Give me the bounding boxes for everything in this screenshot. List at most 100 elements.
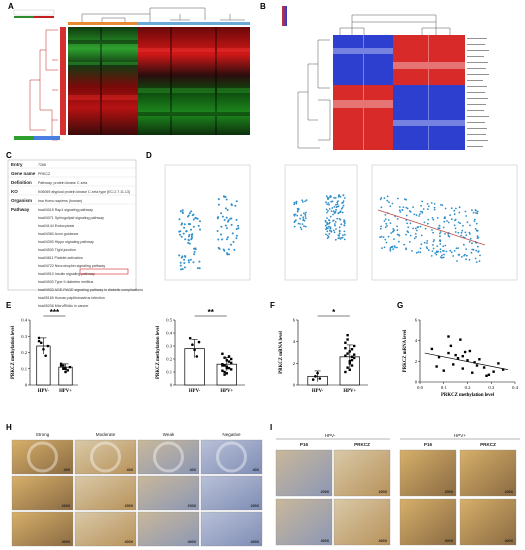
data-point	[230, 357, 233, 361]
x-tick-label: HPV-	[312, 389, 324, 394]
scatter-point	[479, 254, 481, 257]
y-tick-label: 0.3	[21, 334, 27, 339]
scatter-point	[464, 231, 467, 234]
magnification-label: 200X	[62, 504, 71, 508]
panel-b: B	[260, 2, 489, 150]
scatter-point	[419, 225, 422, 228]
scatter-point	[198, 267, 201, 270]
scatter-point	[224, 195, 227, 198]
scatter-point	[342, 200, 345, 203]
scatter-point	[435, 250, 438, 253]
scatter-point	[423, 241, 426, 244]
scatter-point	[341, 206, 344, 209]
highlight-box	[79, 268, 129, 275]
y-tick-label: 6	[293, 318, 296, 323]
scatter-point	[385, 222, 388, 225]
y-axis-label: PRKCZ methylation level	[156, 325, 161, 379]
scatter-point	[444, 216, 446, 219]
data-point	[348, 359, 351, 363]
scatter-point	[180, 235, 183, 238]
scatter-point	[294, 213, 297, 216]
scatter-point	[462, 224, 464, 227]
scatter-point	[457, 221, 460, 224]
scatter-point	[178, 218, 181, 221]
data-point	[42, 347, 45, 351]
histology-image	[399, 449, 457, 497]
scatter-point	[403, 243, 406, 246]
scatter-point	[449, 249, 452, 252]
scatter-point	[442, 256, 445, 259]
scatter-point	[426, 240, 429, 242]
histology-image	[333, 449, 391, 497]
scatter-point	[413, 213, 416, 216]
kegg-pathway-item: hsa04390 Hippo signaling pathway	[38, 240, 94, 244]
scatter-point	[235, 237, 238, 240]
kegg-pathway-item: hsa05165 Human papillomavirus infection	[38, 296, 105, 300]
legend-bar-green	[14, 136, 34, 140]
histology-image	[137, 511, 200, 547]
data-point	[348, 350, 351, 353]
scatter-point	[221, 215, 224, 218]
scatter-point	[420, 204, 422, 207]
kegg-pathway-item: hsa04722 Neurotrophin signaling pathway	[38, 264, 105, 268]
histology-image	[11, 439, 74, 475]
scatter-point	[302, 216, 305, 219]
color-key-green	[14, 16, 34, 18]
scatter-point	[408, 210, 411, 212]
scatter-point	[226, 253, 229, 256]
scatter-point	[330, 230, 333, 233]
kegg-pathway-item: hsa04933 AGE-RAGE signaling pathway in d…	[38, 288, 143, 292]
scatter-point	[476, 210, 479, 213]
panel-i: I HPV- HPV+ P16 200X 400X PRKCZ 200X 400X P16 2…	[270, 423, 520, 546]
scatter-point	[191, 233, 194, 236]
scatter-point	[475, 249, 478, 252]
data-point	[64, 367, 67, 370]
scatter-point	[471, 248, 474, 251]
scatter-point	[393, 238, 395, 241]
magnification-label: 40X	[190, 468, 197, 472]
scatter-point	[391, 245, 394, 248]
scatter-point	[179, 230, 182, 233]
scatter-point	[444, 233, 446, 235]
data-point	[221, 369, 224, 372]
scatter-point	[326, 237, 329, 240]
scatter-point	[412, 206, 414, 209]
scatter-point	[225, 216, 228, 219]
scatter-point	[458, 253, 461, 256]
scatter-point	[407, 231, 410, 234]
scatter-point	[433, 208, 436, 211]
scatter-point	[329, 229, 331, 232]
color-key	[13, 9, 55, 16]
histology-image	[459, 498, 517, 546]
tissue-core	[90, 441, 121, 473]
scatter-point	[343, 224, 346, 227]
scatter-point	[342, 194, 345, 197]
scatter-point	[342, 204, 345, 207]
magnification-label: 400X	[379, 539, 388, 543]
scatter-point	[237, 224, 240, 227]
scatter-point	[223, 219, 226, 221]
scatter-point	[332, 213, 334, 216]
scatter-point	[182, 232, 185, 235]
scatter-point	[454, 231, 457, 233]
x-tick-label: HPV+	[343, 389, 356, 394]
data-point	[353, 353, 356, 356]
data-point	[59, 362, 63, 366]
x-tick-label: 0.0	[417, 385, 423, 390]
scatter-point	[405, 206, 408, 209]
scatter-point	[186, 215, 189, 218]
panel-label-b: B	[260, 2, 266, 11]
scatter-point	[426, 208, 429, 211]
data-point	[225, 359, 228, 362]
chart-g: 0 2 4 6 0.0 0.1 0.2 0.3 0.4 PRKCZ methylation lev…	[403, 318, 519, 399]
scatter-point	[471, 242, 473, 245]
scatter-point	[452, 255, 455, 257]
y-tick-label: 0.3	[166, 344, 172, 349]
scatter-point	[425, 246, 428, 249]
scatter-point	[227, 220, 229, 223]
scatter-point	[299, 226, 302, 229]
scatter-point	[433, 206, 436, 209]
scatter-point	[334, 197, 337, 199]
scatter-point	[341, 211, 344, 214]
scatter-point	[183, 226, 186, 229]
